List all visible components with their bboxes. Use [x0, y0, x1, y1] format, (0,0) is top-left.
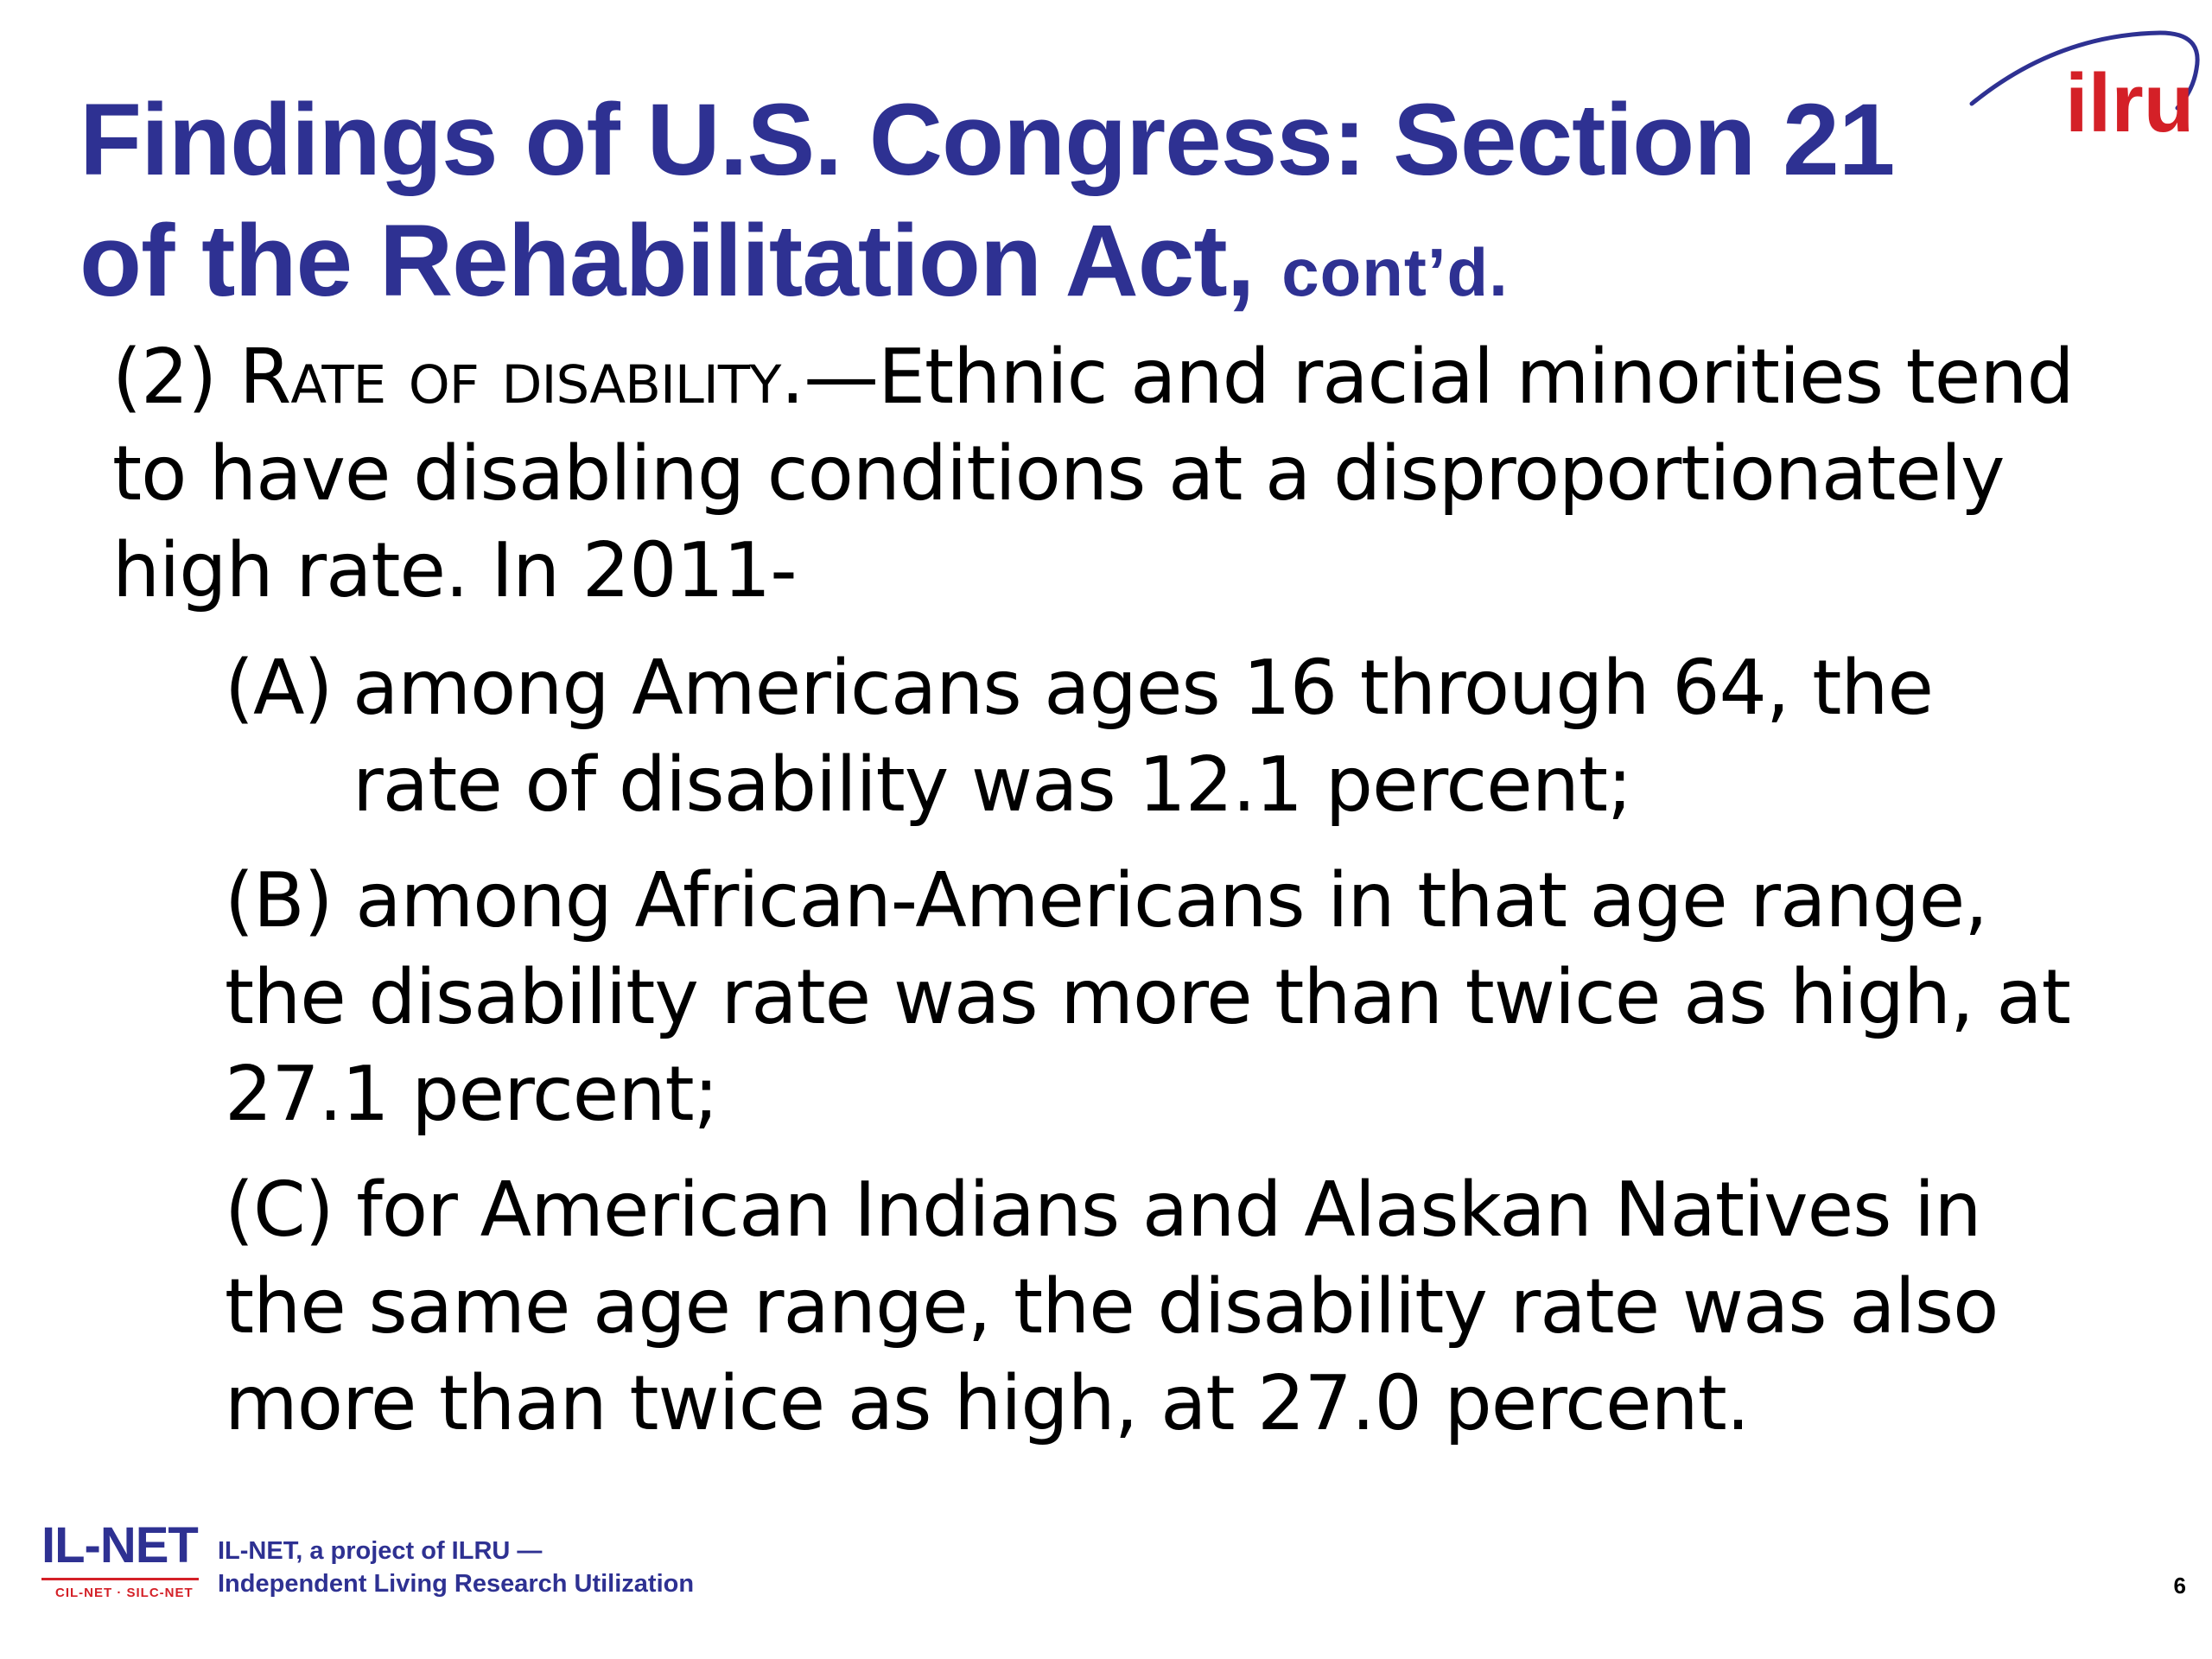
- list-item-b: (B) among African-Americans in that age …: [112, 852, 2100, 1142]
- footer-tagline-line-1: IL-NET, a project of ILRU —: [218, 1537, 543, 1565]
- footer-tagline: IL-NET, a project of ILRU — Independent …: [218, 1535, 736, 1600]
- list-item-c: (C) for American Indians and Alaskan Nat…: [112, 1161, 2100, 1452]
- item-b-label: (B): [225, 856, 334, 944]
- item-c-text: for American Indians and Alaskan Natives…: [225, 1166, 1999, 1447]
- title-line-1: Findings of U.S. Congress: Section 21: [79, 83, 1895, 197]
- item-c-label: (C): [225, 1166, 334, 1254]
- il-net-logo: IL-NET CIL-NET · SILC-NET: [41, 1519, 206, 1614]
- il-net-logo-divider: [41, 1578, 199, 1580]
- ilru-logo-icon: ilru: [1969, 30, 2200, 147]
- item-a-text: among Americans ages 16 through 64, the …: [353, 644, 1934, 829]
- ilru-logo: ilru: [1961, 17, 2212, 147]
- slide-body: (2) Rate of disability.—Ethnic and racia…: [112, 328, 2100, 1452]
- footer-tagline-line-2: Independent Living Research Utilization: [218, 1570, 695, 1598]
- title-line-2: of the Rehabilitation Act,: [79, 204, 1255, 318]
- ilru-logo-text: ilru: [2065, 57, 2194, 147]
- slide-title: Findings of U.S. Congress: Section 21 of…: [79, 79, 1937, 333]
- paragraph-2: (2) Rate of disability.—Ethnic and racia…: [112, 328, 2100, 619]
- paragraph-text: .—Ethnic and racial minorities tend to h…: [112, 333, 2075, 614]
- item-a-label: (A): [225, 644, 333, 732]
- paragraph-heading: Rate of disability: [238, 333, 782, 421]
- il-net-logo-subtext: CIL-NET · SILC-NET: [55, 1586, 194, 1600]
- title-contd: cont’d.: [1281, 234, 1509, 310]
- il-net-logo-text: IL-NET: [41, 1517, 199, 1573]
- paragraph-number: (2): [112, 333, 239, 421]
- list-item-a: (A) among Americans ages 16 through 64, t…: [112, 639, 2100, 833]
- page-number: 6: [2173, 1573, 2186, 1599]
- item-b-text: among African-Americans in that age rang…: [225, 856, 2071, 1138]
